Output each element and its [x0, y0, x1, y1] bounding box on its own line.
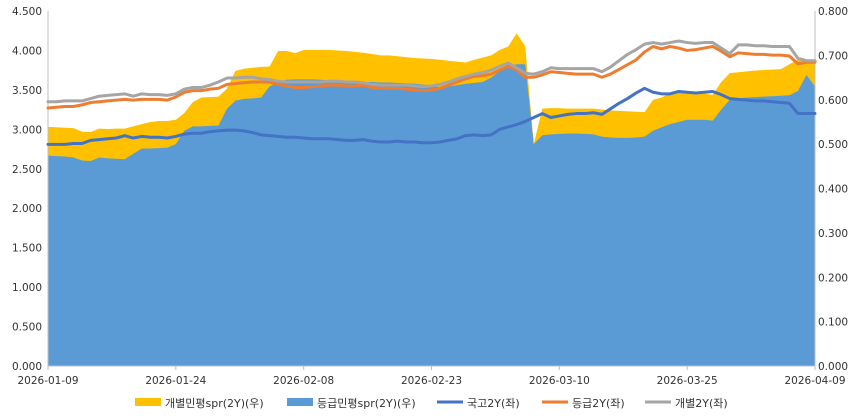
left-tick-label: 1.000 — [12, 282, 42, 294]
right-tick-label: 0.000 — [818, 361, 848, 373]
area-series-2 — [48, 64, 815, 366]
x-tick-label: 2026-02-23 — [401, 375, 462, 387]
legend: 개별민평spr(2Y)(우) 등급민평spr(2Y)(우) 국고2Y(좌) 등급2Y(… — [135, 397, 728, 410]
left-tick-label: 2.000 — [12, 203, 42, 215]
right-tick-label: 0.100 — [818, 317, 848, 329]
left-tick-label: 3.000 — [12, 124, 42, 136]
legend-label: 개별2Y(좌) — [675, 397, 728, 410]
right-tick-label: 0.500 — [818, 139, 848, 151]
legend-label: 국고2Y(좌) — [467, 397, 520, 410]
line-series-group — [46, 39, 817, 146]
legend-label: 개별민평spr(2Y)(우) — [165, 397, 264, 410]
right-tick-label: 0.400 — [818, 184, 848, 196]
x-tick-label: 2026-01-24 — [145, 375, 206, 387]
x-tick-label: 2026-03-10 — [529, 375, 590, 387]
left-tick-label: 3.500 — [12, 85, 42, 97]
x-tick-label: 2026-03-25 — [657, 375, 718, 387]
legend-swatch-box — [135, 398, 161, 406]
right-tick-label: 0.300 — [818, 228, 848, 240]
right-tick-label: 0.200 — [818, 272, 848, 284]
right-tick-label: 0.800 — [818, 6, 848, 18]
left-tick-label: 1.500 — [12, 243, 42, 255]
left-tick-label: 4.500 — [12, 6, 42, 18]
line-series-2 — [46, 45, 817, 110]
x-axis-ticks: 2026-01-09 2026-01-24 2026-02-08 2026-02-23… — [17, 366, 846, 387]
left-tick-label: 0.000 — [12, 361, 42, 373]
right-axis-ticks: 0.000 0.100 0.200 0.300 0.400 0.500 0.600 0.700… — [818, 6, 848, 373]
legend-swatch-box — [287, 398, 313, 406]
right-tick-label: 0.700 — [818, 50, 848, 62]
legend-label: 등급민평spr(2Y)(우) — [317, 397, 416, 410]
x-tick-label: 2026-01-09 — [17, 375, 78, 387]
left-tick-label: 4.000 — [12, 45, 42, 57]
line-series-3 — [46, 39, 817, 104]
left-tick-label: 2.500 — [12, 164, 42, 176]
legend-label: 등급2Y(좌) — [572, 397, 625, 410]
left-tick-label: 0.500 — [12, 322, 42, 334]
line-series-1 — [46, 86, 817, 146]
x-tick-label: 2026-04-09 — [784, 375, 845, 387]
right-tick-label: 0.600 — [818, 95, 848, 107]
area-series-group — [48, 33, 815, 366]
left-axis-ticks: 0.000 0.500 1.000 1.500 2.000 2.500 3.000 3.500… — [12, 6, 42, 373]
x-tick-label: 2026-02-08 — [273, 375, 334, 387]
